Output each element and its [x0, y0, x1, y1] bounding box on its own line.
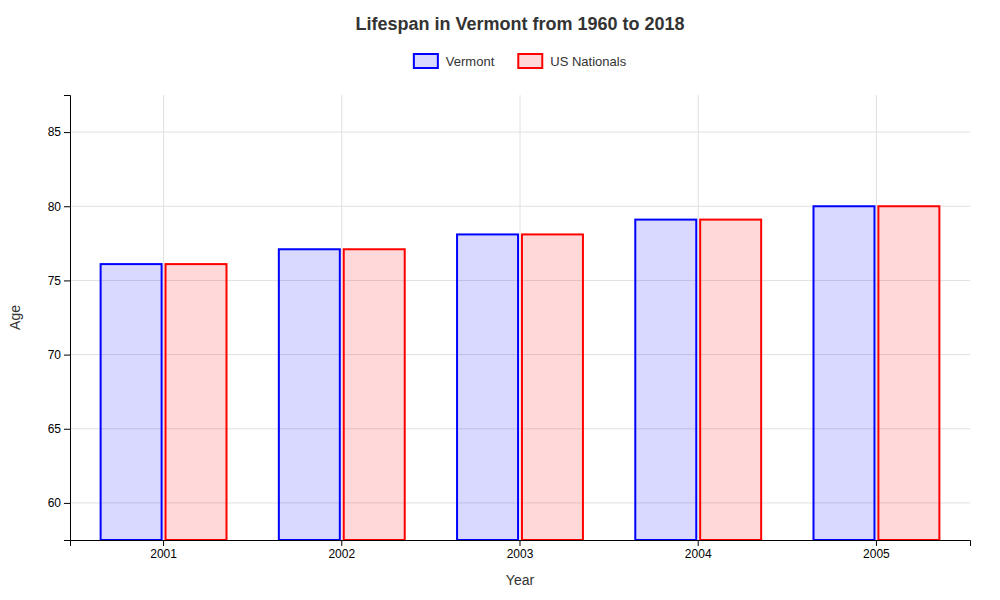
x-tick-mark	[520, 540, 521, 546]
legend-swatch	[518, 54, 542, 68]
x-tick: 2005	[863, 540, 890, 561]
bar	[279, 249, 340, 540]
x-grid-line	[698, 95, 699, 540]
y-tick-label: 75	[48, 274, 62, 288]
bar-series	[166, 206, 940, 540]
y-tick-mark	[64, 280, 70, 281]
chart: 2001 2002 2003 2004 2005 60 65 70 75 80 85 Year Age L…	[0, 0, 1000, 600]
y-axis-title: Age	[7, 305, 23, 330]
x-tick-mark	[163, 540, 164, 546]
x-tick-mark	[876, 540, 877, 546]
y-tick: 80	[48, 200, 70, 214]
x-grid-line	[876, 95, 877, 540]
x-tick-mark	[698, 540, 699, 546]
x-tick: 2001	[150, 540, 177, 561]
title: Lifespan in Vermont from 1960 to 2018	[355, 14, 684, 34]
y-tick-label: 60	[48, 496, 62, 510]
y-tick: 85	[48, 125, 70, 139]
bar	[457, 234, 518, 540]
bar	[878, 206, 939, 540]
y-tick: 75	[48, 274, 70, 288]
x-tick-label: 2002	[328, 547, 355, 561]
legend-label: US Nationals	[550, 54, 626, 69]
y-tick-mark	[64, 503, 70, 504]
x-tick: 2004	[685, 540, 712, 561]
y-tick-label: 65	[48, 422, 62, 436]
legend-swatch	[414, 54, 438, 68]
legend-item: Vermont	[414, 54, 495, 69]
legend-label: Vermont	[446, 54, 495, 69]
bar	[344, 249, 405, 540]
x-axis-title: Year	[506, 572, 535, 588]
x-tick-label: 2003	[507, 547, 534, 561]
bar	[166, 264, 227, 540]
y-axis-line	[64, 96, 71, 541]
bar	[101, 264, 162, 540]
x-tick-label: 2005	[863, 547, 890, 561]
y-tick: 65	[48, 422, 70, 436]
x-tick-label: 2004	[685, 547, 712, 561]
x-grid-line	[520, 95, 521, 540]
y-tick-mark	[64, 355, 70, 356]
y-tick: 60	[48, 496, 70, 510]
x-axis: 2001 2002 2003 2004 2005	[71, 540, 971, 561]
x-grid-line	[163, 95, 164, 540]
x-tick: 2002	[328, 540, 355, 561]
x-tick-mark	[341, 540, 342, 546]
grid	[70, 95, 970, 540]
plot: 2001 2002 2003 2004 2005 60 65 70 75 80 85	[48, 95, 971, 561]
x-axis-line	[71, 541, 971, 547]
x-tick-label: 2001	[150, 547, 177, 561]
x-tick: 2003	[507, 540, 534, 561]
bar	[635, 220, 696, 540]
legend-item: US Nationals	[518, 54, 626, 69]
y-tick-label: 80	[48, 200, 62, 214]
y-tick-label: 85	[48, 125, 62, 139]
y-tick-mark	[64, 132, 70, 133]
y-tick-label: 70	[48, 348, 62, 362]
legend: Vermont US Nationals	[414, 54, 627, 69]
y-tick: 70	[48, 348, 70, 362]
y-tick-mark	[64, 429, 70, 430]
y-tick-mark	[64, 206, 70, 207]
y-axis: 60 65 70 75 80 85	[48, 96, 71, 541]
bar-series	[101, 206, 875, 540]
bar	[813, 206, 874, 540]
bars	[101, 206, 940, 540]
x-grid-line	[341, 95, 342, 540]
bar	[522, 234, 583, 540]
bar	[700, 220, 761, 540]
